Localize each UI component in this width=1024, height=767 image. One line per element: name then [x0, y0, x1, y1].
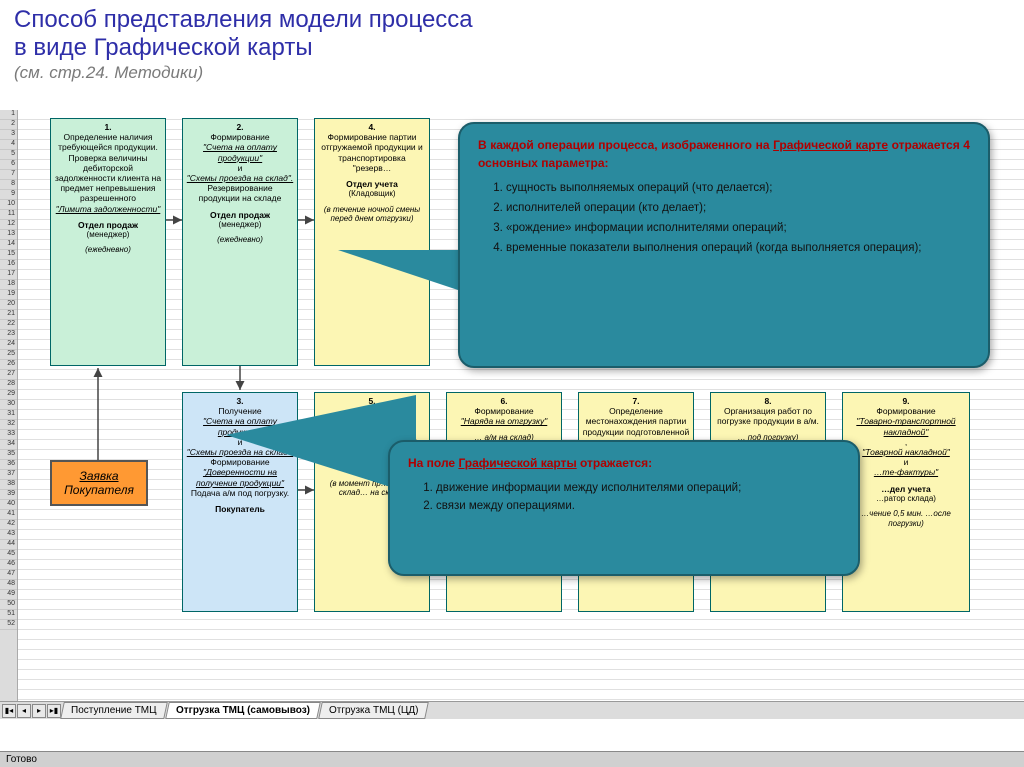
- callout-list: движение информации между исполнителями …: [436, 482, 840, 512]
- title-line2: в виде Графической карты: [14, 34, 1010, 62]
- tab-last-icon[interactable]: ▸▮: [47, 704, 61, 718]
- tab-prev-icon[interactable]: ◂: [17, 704, 31, 718]
- slide-header: Способ представления модели процесса в в…: [0, 0, 1024, 87]
- sheet-tab[interactable]: Отгрузка ТМЦ (самовывоз): [165, 702, 321, 719]
- process-box-b1: 1.Определение наличия требующейся продук…: [50, 118, 166, 366]
- callout-parameters: В каждой операции процесса, изображенног…: [458, 122, 990, 368]
- sheet-tab[interactable]: Поступление ТМЦ: [60, 702, 167, 719]
- spreadsheet-area: 1234567891011121314151617181920212223242…: [0, 110, 1024, 735]
- callout-lead: В каждой операции процесса, изображенног…: [478, 136, 970, 172]
- tab-first-icon[interactable]: ▮◂: [2, 704, 16, 718]
- title-sub: (см. стр.24. Методики): [14, 63, 1010, 83]
- process-box-b4: 4.Формирование партии отгружаемой продук…: [314, 118, 430, 366]
- process-box-order: ЗаявкаПокупателя: [50, 460, 148, 506]
- sheet-tabs: ▮◂ ◂ ▸ ▸▮ Поступление ТМЦОтгрузка ТМЦ (с…: [0, 701, 1024, 719]
- status-text: Готово: [6, 754, 37, 765]
- status-bar: Готово: [0, 751, 1024, 767]
- row-headers: 1234567891011121314151617181920212223242…: [0, 110, 18, 717]
- process-box-b9: 9.Формирование"Товарно-транспортной накл…: [842, 392, 970, 612]
- callout-field: На поле Графической карты отражается: дв…: [388, 440, 860, 576]
- callout-lead: На поле Графической карты отражается:: [408, 454, 840, 472]
- grid-background: 1.Определение наличия требующейся продук…: [18, 110, 1024, 717]
- sheet-tab[interactable]: Отгрузка ТМЦ (ЦД): [318, 702, 429, 719]
- callout-list: сущность выполняемых операций (что делае…: [506, 182, 970, 254]
- tab-next-icon[interactable]: ▸: [32, 704, 46, 718]
- title-line1: Способ представления модели процесса: [14, 6, 1010, 34]
- process-box-b2: 2.Формирование"Счета на оплату продукции…: [182, 118, 298, 366]
